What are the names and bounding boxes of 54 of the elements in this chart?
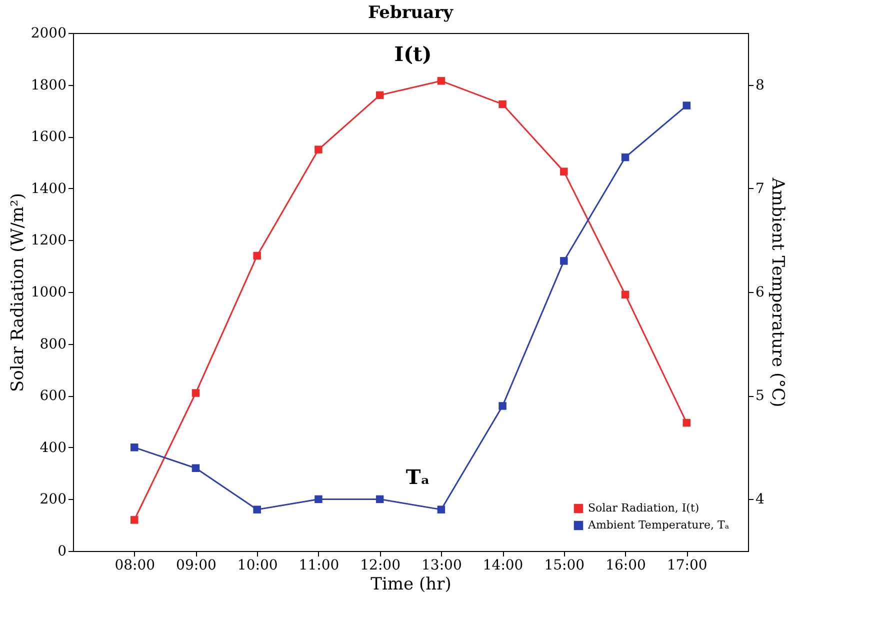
- x-tick-label: 08:00: [114, 558, 156, 574]
- y-tick-label: 2000: [30, 26, 66, 42]
- y2-axis-title: Ambient Temperature (°C): [767, 176, 788, 408]
- annotation: Tₐ: [406, 465, 430, 489]
- x-tick-label: 14:00: [482, 558, 524, 574]
- y-axis-title: Solar Radiation (W/m²): [8, 192, 28, 392]
- point: [621, 153, 630, 162]
- legend-label: Solar Radiation, I(t): [588, 502, 700, 514]
- point: [253, 252, 261, 260]
- y-tick-label: 1200: [30, 232, 66, 249]
- y-tick-label: 600: [40, 388, 66, 404]
- point: [376, 91, 384, 100]
- x-tick-label: 10:00: [237, 558, 278, 574]
- x-tick-label: 13:00: [422, 558, 462, 574]
- x-tick-label: 15:00: [544, 558, 585, 574]
- y2-tick-label: 4: [756, 492, 764, 508]
- y-tick-label: 1000: [30, 284, 66, 300]
- point: [376, 495, 384, 504]
- x-tick-label: 12:00: [360, 558, 400, 574]
- x-tick-label: 16:00: [606, 558, 646, 574]
- point: [498, 100, 506, 108]
- annotation: I(t): [394, 42, 432, 66]
- point: [682, 102, 691, 110]
- y-tick-label: 800: [40, 336, 66, 352]
- point: [192, 389, 200, 397]
- chart-title: February: [368, 3, 454, 23]
- point: [560, 168, 568, 176]
- point: [130, 516, 138, 524]
- point: [498, 402, 506, 410]
- y-tick-label: 0: [58, 544, 66, 560]
- point: [560, 257, 568, 265]
- y-tick-label: 200: [40, 492, 66, 508]
- point: [621, 290, 630, 298]
- y-tick-label: 1600: [30, 129, 66, 146]
- y-tick-label: 1400: [30, 180, 66, 197]
- point: [437, 506, 446, 514]
- y2-tick-label: 5: [756, 388, 764, 404]
- x-axis-title: Time (hr): [370, 574, 452, 594]
- point: [314, 495, 322, 504]
- y2-tick-label: 7: [756, 180, 764, 197]
- y-tick-label: 1800: [30, 77, 66, 94]
- y2-tick-label: 6: [756, 284, 764, 300]
- point: [314, 146, 322, 154]
- y2-tick-label: 8: [756, 77, 764, 94]
- x-tick-label: 09:00: [176, 558, 216, 574]
- x-tick-label: 11:00: [298, 558, 340, 574]
- point: [130, 444, 138, 452]
- x-tick-label: 17:00: [666, 558, 708, 574]
- point: [682, 418, 691, 427]
- legend-label: Ambient Temperature, Tₐ: [587, 518, 730, 532]
- y-tick-label: 400: [40, 440, 66, 456]
- point: [437, 77, 446, 85]
- point: [192, 464, 200, 472]
- point: [253, 506, 261, 514]
